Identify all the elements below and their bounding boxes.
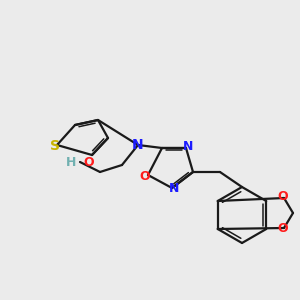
Text: N: N bbox=[169, 182, 179, 196]
Text: S: S bbox=[50, 139, 60, 153]
Text: O: O bbox=[140, 169, 150, 182]
Text: O: O bbox=[278, 190, 288, 203]
Text: N: N bbox=[183, 140, 193, 154]
Text: O: O bbox=[83, 155, 94, 169]
Text: H: H bbox=[66, 155, 76, 169]
Text: O: O bbox=[278, 223, 288, 236]
Text: N: N bbox=[132, 138, 144, 152]
